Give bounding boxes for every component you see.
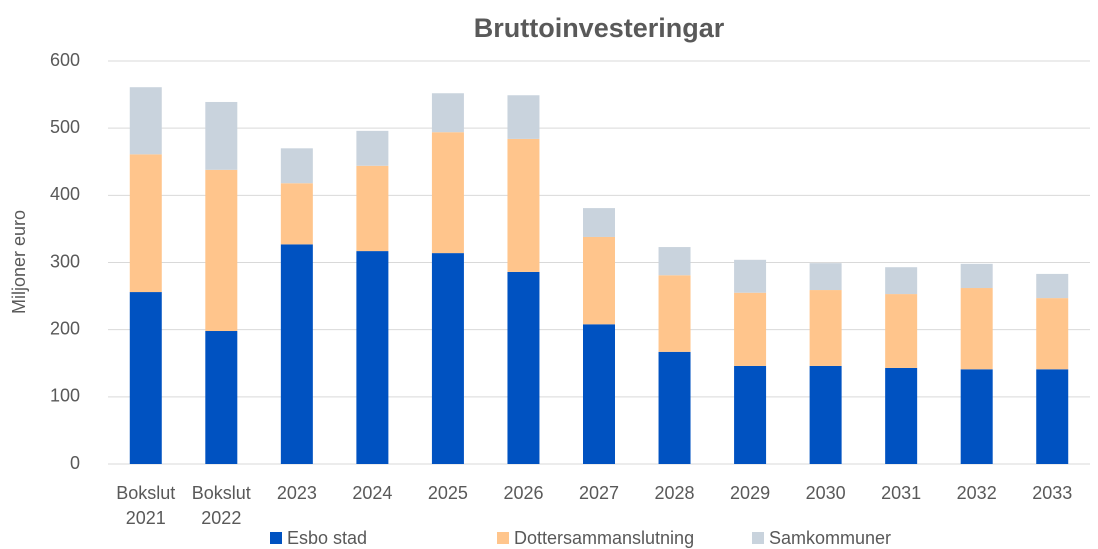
x-tick-label: 2027 xyxy=(579,483,619,503)
bar-segment xyxy=(583,236,615,325)
bar-segment xyxy=(658,247,691,276)
bar-segment xyxy=(431,93,464,133)
bar-segment xyxy=(809,290,842,366)
bar-segment xyxy=(658,351,691,464)
x-tick-label: 2026 xyxy=(503,483,543,503)
x-tick-label: Bokslut 2022 xyxy=(192,483,251,528)
bar-segment xyxy=(356,130,389,166)
legend-label: Dottersammanslutning xyxy=(514,528,694,548)
bar-segment xyxy=(356,251,389,464)
bar-segment xyxy=(885,294,918,368)
legend-label: Esbo stad xyxy=(287,528,367,548)
y-tick-label: 0 xyxy=(70,453,80,473)
bar-segment xyxy=(885,367,918,464)
bar-segment xyxy=(734,259,767,293)
y-tick-label: 600 xyxy=(50,50,80,70)
y-tick-label: 400 xyxy=(50,184,80,204)
x-tick-label: Bokslut 2021 xyxy=(116,483,175,528)
x-tick-label: 2031 xyxy=(881,483,921,503)
bar-segment xyxy=(809,263,842,291)
bar-segment xyxy=(280,148,313,184)
x-tick-label: 2033 xyxy=(1032,483,1072,503)
bar-segment xyxy=(809,365,842,464)
bar-segment xyxy=(205,169,238,332)
bar-segment xyxy=(205,101,238,170)
x-tick-label: 2032 xyxy=(957,483,997,503)
bar-segment xyxy=(507,95,540,139)
x-tick-label: 2030 xyxy=(806,483,846,503)
y-tick-label: 500 xyxy=(50,117,80,137)
x-tick-label: 2024 xyxy=(352,483,392,503)
x-tick-label: 2023 xyxy=(277,483,317,503)
bar-segment xyxy=(280,244,313,464)
bar-segment xyxy=(583,208,615,237)
bar-segment xyxy=(734,365,767,464)
bar-segment xyxy=(960,369,993,464)
y-tick-label: 200 xyxy=(50,318,80,338)
bar-segment xyxy=(1036,298,1069,370)
x-tick-label: 2028 xyxy=(655,483,695,503)
x-tick-label: 2025 xyxy=(428,483,468,503)
bar-segment xyxy=(734,292,767,366)
bar-segment xyxy=(507,138,540,272)
y-tick-label: 100 xyxy=(50,386,80,406)
bar-segment xyxy=(885,267,918,295)
y-axis-label: Miljoner euro xyxy=(9,210,29,314)
legend-swatch xyxy=(497,532,509,544)
bar-segment xyxy=(658,275,691,352)
bar-segment xyxy=(356,165,389,252)
bar-segment xyxy=(431,253,464,464)
y-tick-label: 300 xyxy=(50,251,80,271)
bar-segment xyxy=(129,292,162,464)
x-tick-label: 2029 xyxy=(730,483,770,503)
bar-segment xyxy=(205,331,238,464)
bar-segment xyxy=(583,324,615,464)
bar-segment xyxy=(1036,369,1069,464)
legend-swatch xyxy=(752,532,764,544)
bar-segment xyxy=(960,288,993,370)
bar-segment xyxy=(129,154,162,293)
legend-swatch xyxy=(270,532,282,544)
bar-segment xyxy=(507,271,540,464)
bar-segment xyxy=(960,263,993,289)
bar-segment xyxy=(431,132,464,254)
chart-title: Bruttoinvesteringar xyxy=(474,13,725,43)
bar-segment xyxy=(1036,273,1069,299)
legend-label: Samkommuner xyxy=(769,528,891,548)
bar-segment xyxy=(280,183,313,245)
bar-segment xyxy=(129,87,162,155)
